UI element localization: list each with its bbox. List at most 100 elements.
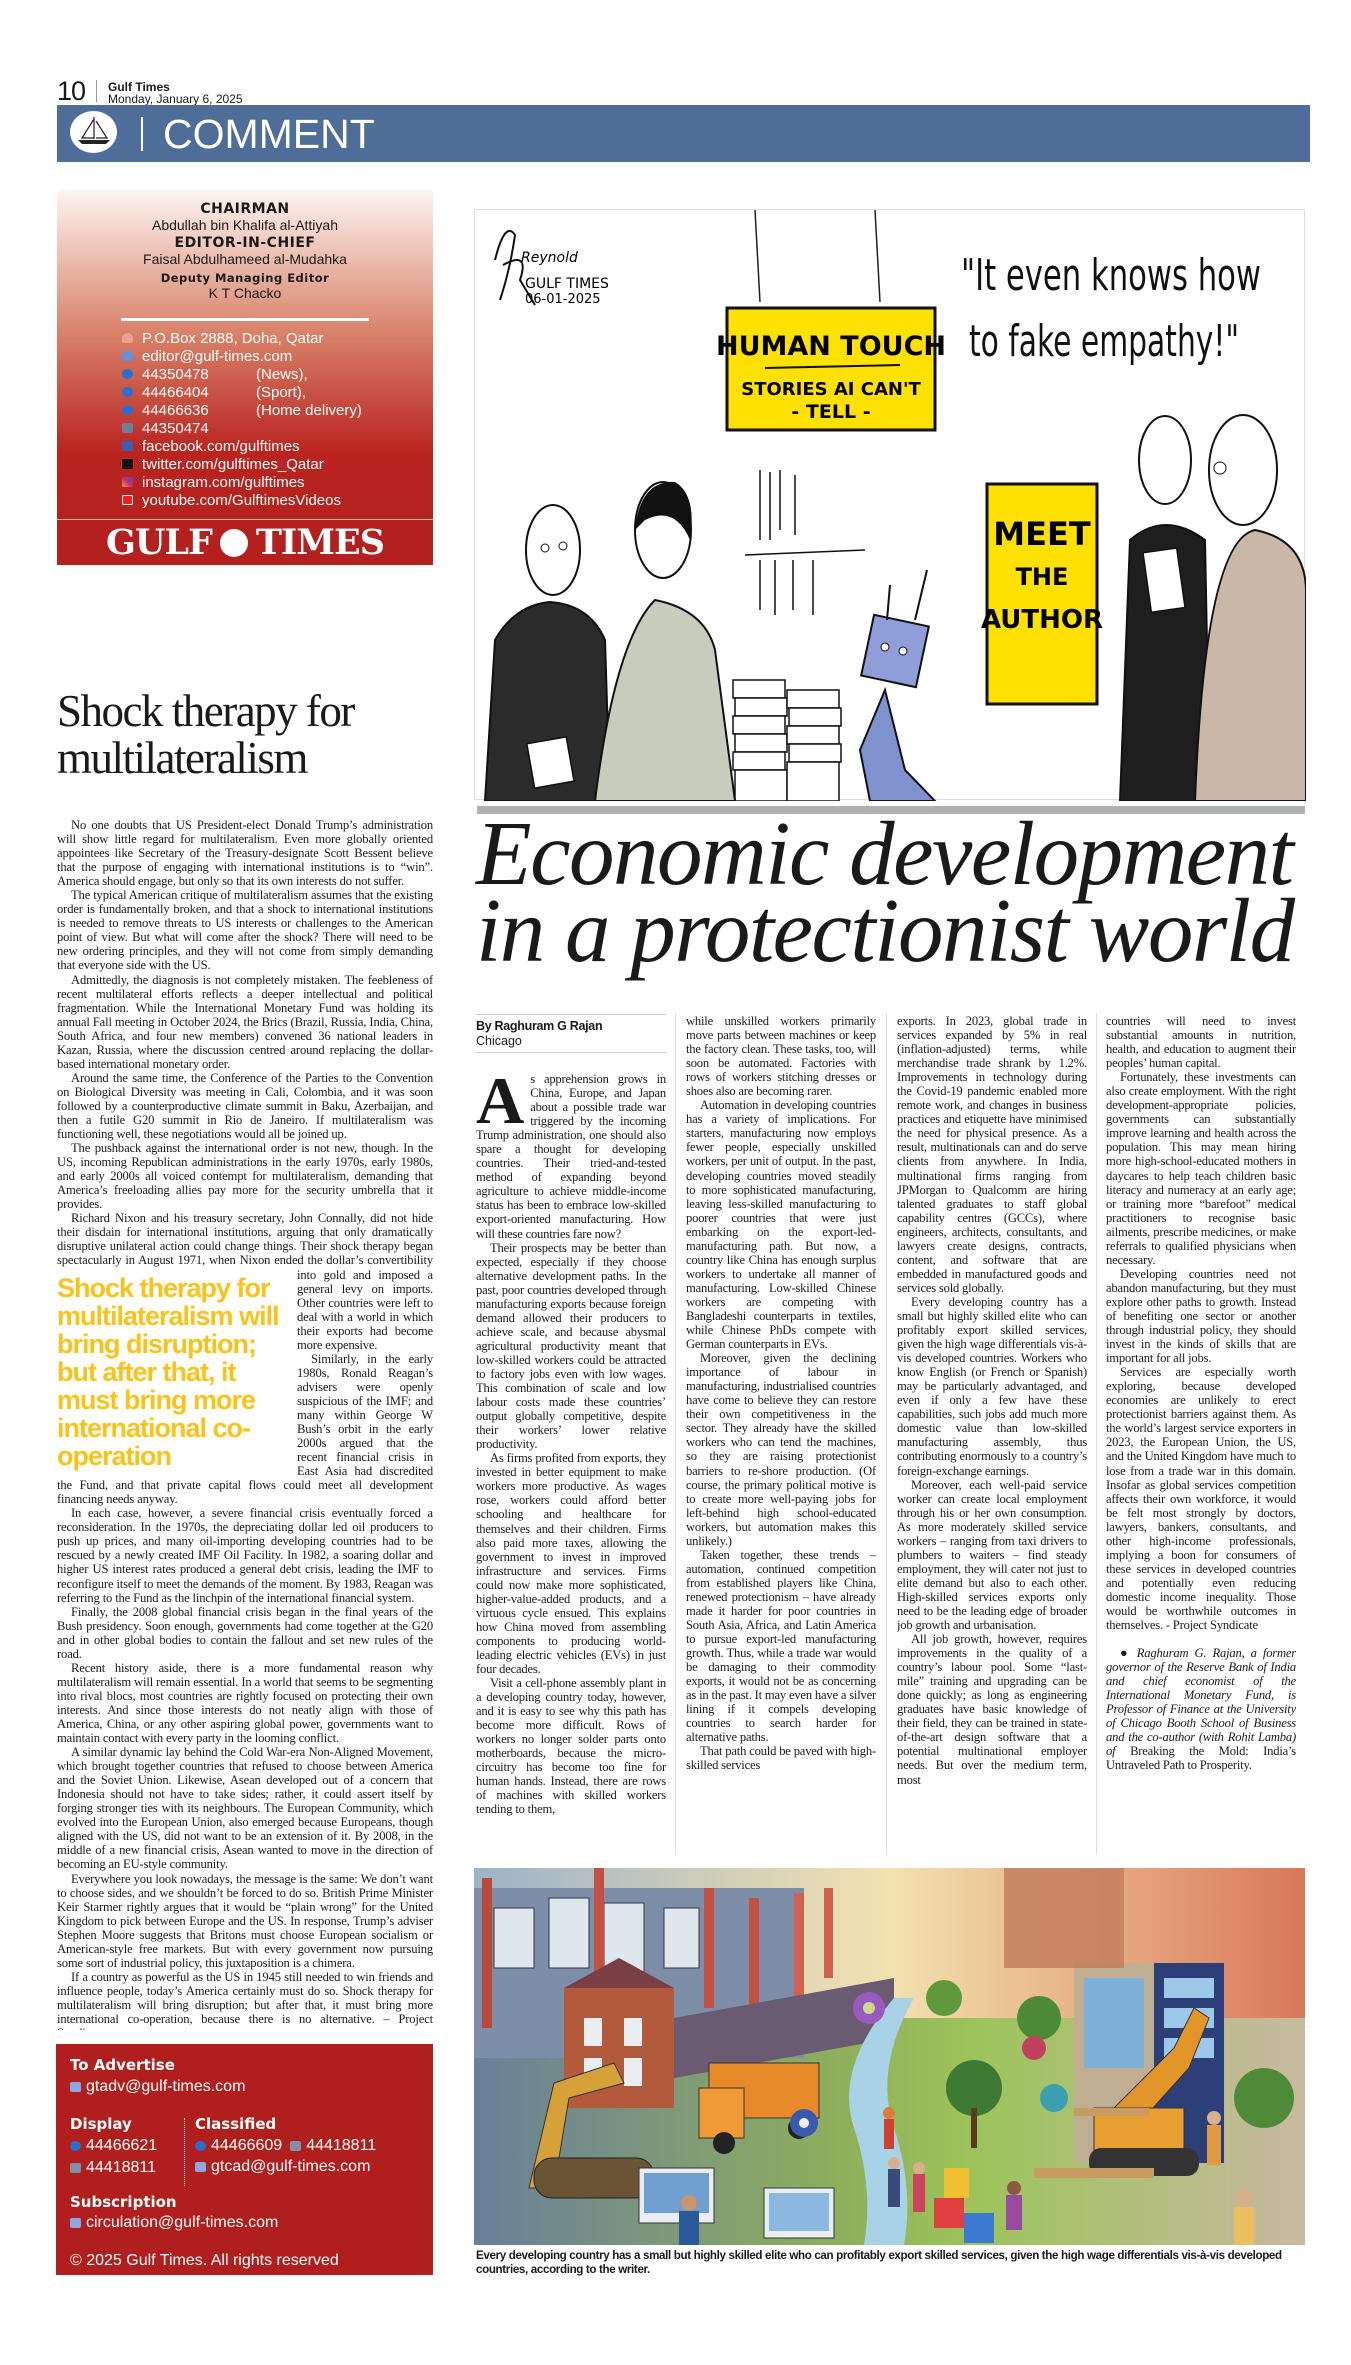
fax-icon — [122, 423, 133, 433]
trees — [926, 1980, 1294, 2148]
illustration-artwork — [474, 1868, 1305, 2245]
subscription-label: Subscription — [70, 2193, 177, 2211]
book-title: Breaking the Mold: India’s Untraveled Pa… — [1106, 1744, 1296, 1773]
display-label: Display — [70, 2115, 132, 2133]
advertise-label: To Advertise — [70, 2056, 175, 2074]
paragraph: Moreover, given the declining importance… — [686, 1351, 876, 1548]
fax-icon — [70, 2163, 81, 2173]
truck — [698, 2062, 820, 2154]
editor-name: Faisal Abdulhameed al-Mudahka — [143, 251, 347, 267]
svg-text:STORIES AI CAN'T: STORIES AI CAN'T — [741, 379, 921, 400]
deputy-name: K T Chacko — [208, 285, 282, 301]
byline-rule — [476, 1052, 666, 1053]
workers-and-desks — [638, 2107, 1254, 2245]
column-divider — [675, 1013, 676, 1855]
svg-text:to fake empathy!": to fake empathy!" — [969, 316, 1239, 367]
header-divider — [96, 80, 97, 102]
contact-phone-sport: 44466404 (Sport), — [122, 383, 362, 401]
phone-icon — [122, 405, 133, 415]
phone-icon — [70, 2141, 81, 2151]
paragraph: That path could be paved with high-skill… — [686, 1744, 876, 1773]
column-divider — [886, 1013, 887, 1855]
left-article-body: No one doubts that US President-elect Do… — [57, 818, 433, 2030]
contact-phone-news: 44350478 (News), — [122, 365, 362, 383]
paragraph: Similarly, in the early 1980s, Ronald Re… — [57, 1351, 433, 1507]
editorial-cartoon: Reynold GULF TIMES 06-01-2025 HUMAN TOUC… — [474, 209, 1307, 802]
contact-instagram[interactable]: instagram.com/gulftimes — [122, 473, 362, 491]
contact-twitter[interactable]: twitter.com/gulftimes_Qatar — [122, 455, 362, 473]
illustration-caption: Every developing country has a small but… — [476, 2249, 1282, 2276]
masthead-box: CHAIRMAN Abdullah bin Khalifa al-Attiyah… — [57, 190, 433, 565]
email-icon — [122, 351, 133, 361]
excavator-left — [528, 2062, 655, 2199]
paragraph: Services are especially worth exploring,… — [1106, 1365, 1296, 1633]
paragraph: A similar dynamic lay behind the Cold Wa… — [57, 1745, 433, 1872]
paragraph: In each case, however, a severe financia… — [57, 1506, 433, 1605]
page-number: 10 — [57, 76, 86, 106]
paragraph: If a country as powerful as the US in 19… — [57, 1969, 433, 2030]
paragraph: All job growth, however, requires improv… — [897, 1632, 1087, 1787]
svg-text:THE: THE — [1016, 563, 1069, 591]
paragraph: As firms profited from exports, they inv… — [476, 1451, 666, 1676]
shelf — [744, 470, 866, 615]
contact-youtube[interactable]: youtube.com/GulftimesVideos — [122, 491, 362, 509]
contact-facebook[interactable]: facebook.com/gulftimes — [122, 437, 362, 455]
issue-date: Monday, January 6, 2025 — [108, 92, 243, 106]
contact-email[interactable]: editor@gulf-times.com — [122, 347, 362, 365]
article-illustration — [474, 1868, 1305, 2245]
dhow-ship-icon — [70, 111, 117, 153]
contact-phone-delivery: 44466636 (Home delivery) — [122, 401, 362, 419]
paragraph: Automation in developing countries has a… — [686, 1098, 876, 1352]
section-rule — [477, 806, 1305, 814]
paragraph: Moreover, each well-paid service worker … — [897, 1477, 1087, 1633]
article-column-3: exports. In 2023, global trade in servic… — [897, 1014, 1087, 1856]
author-bio: ● Raghuram G. Rajan, a former governor o… — [1106, 1646, 1296, 1773]
paragraph: Developing countries need not abandon ma… — [1106, 1266, 1296, 1366]
pull-quote: Shock therapy for multilateralism will b… — [57, 1272, 280, 1471]
youtube-icon — [122, 495, 133, 505]
man-black-sweater — [483, 504, 612, 802]
svg-text:AUTHOR: AUTHOR — [981, 605, 1103, 635]
chairman-label: CHAIRMAN — [200, 201, 290, 217]
svg-text:"It even knows how: "It even knows how — [961, 250, 1261, 301]
subscription-email[interactable]: circulation@gulf-times.com — [70, 2214, 278, 2232]
meet-the-author-sign: MEET THE AUTHOR — [981, 482, 1103, 706]
globe-ship-icon — [219, 528, 248, 557]
email-icon — [70, 2082, 81, 2092]
article-column-2: while unskilled workers primarily move p… — [686, 1014, 876, 1856]
paragraph: Finally, the 2008 global financial crisi… — [57, 1604, 433, 1661]
svg-text:HUMAN TOUCH: HUMAN TOUCH — [716, 331, 946, 362]
section-title: COMMENT — [163, 111, 375, 157]
section-banner: COMMENT — [57, 105, 1310, 162]
paragraph: Everywhere you look nowadays, the messag… — [57, 1871, 433, 1970]
masthead-divider — [121, 318, 369, 321]
factory-buildings — [474, 1868, 894, 2108]
advertise-box: To Advertise gtadv@gulf-times.com Displa… — [56, 2044, 433, 2275]
instagram-icon — [122, 477, 133, 487]
robot-figure — [858, 569, 938, 802]
paper-name: Gulf Times — [108, 80, 170, 94]
advertise-email[interactable]: gtadv@gulf-times.com — [70, 2078, 245, 2096]
paragraph: Around the same time, the Conference of … — [57, 1070, 433, 1142]
classified-label: Classified — [195, 2115, 277, 2133]
copyright: © 2025 Gulf Times. All rights reserved — [70, 2252, 339, 2269]
fax-icon — [290, 2141, 302, 2151]
paragraph: countries will need to invest substantia… — [1106, 1014, 1296, 1071]
svg-text:MEET: MEET — [993, 515, 1091, 553]
classified-phone: 44466609 44418811 — [195, 2137, 376, 2155]
column-divider — [184, 2118, 185, 2186]
banner-divider — [141, 117, 143, 151]
column-divider — [1096, 1013, 1097, 1855]
contact-address: P.O.Box 2888, Doha, Qatar — [122, 329, 362, 347]
main-headline: Economic development in a protectionist … — [476, 803, 1295, 981]
artist-signature: Reynold GULF TIMES 06-01-2025 — [494, 229, 609, 307]
paragraph: The pushback against the international o… — [57, 1141, 433, 1212]
classified-email[interactable]: gtcad@gulf-times.com — [195, 2158, 370, 2176]
paragraph: Recent history aside, there is a more fu… — [57, 1660, 433, 1746]
x-twitter-icon — [122, 459, 133, 469]
svg-text:- TELL -: - TELL - — [791, 401, 870, 423]
paragraph: No one doubts that US President-elect Do… — [57, 818, 433, 889]
gear-icons — [790, 1992, 1068, 2137]
paragraph: Every developing country has a small but… — [897, 1294, 1087, 1478]
